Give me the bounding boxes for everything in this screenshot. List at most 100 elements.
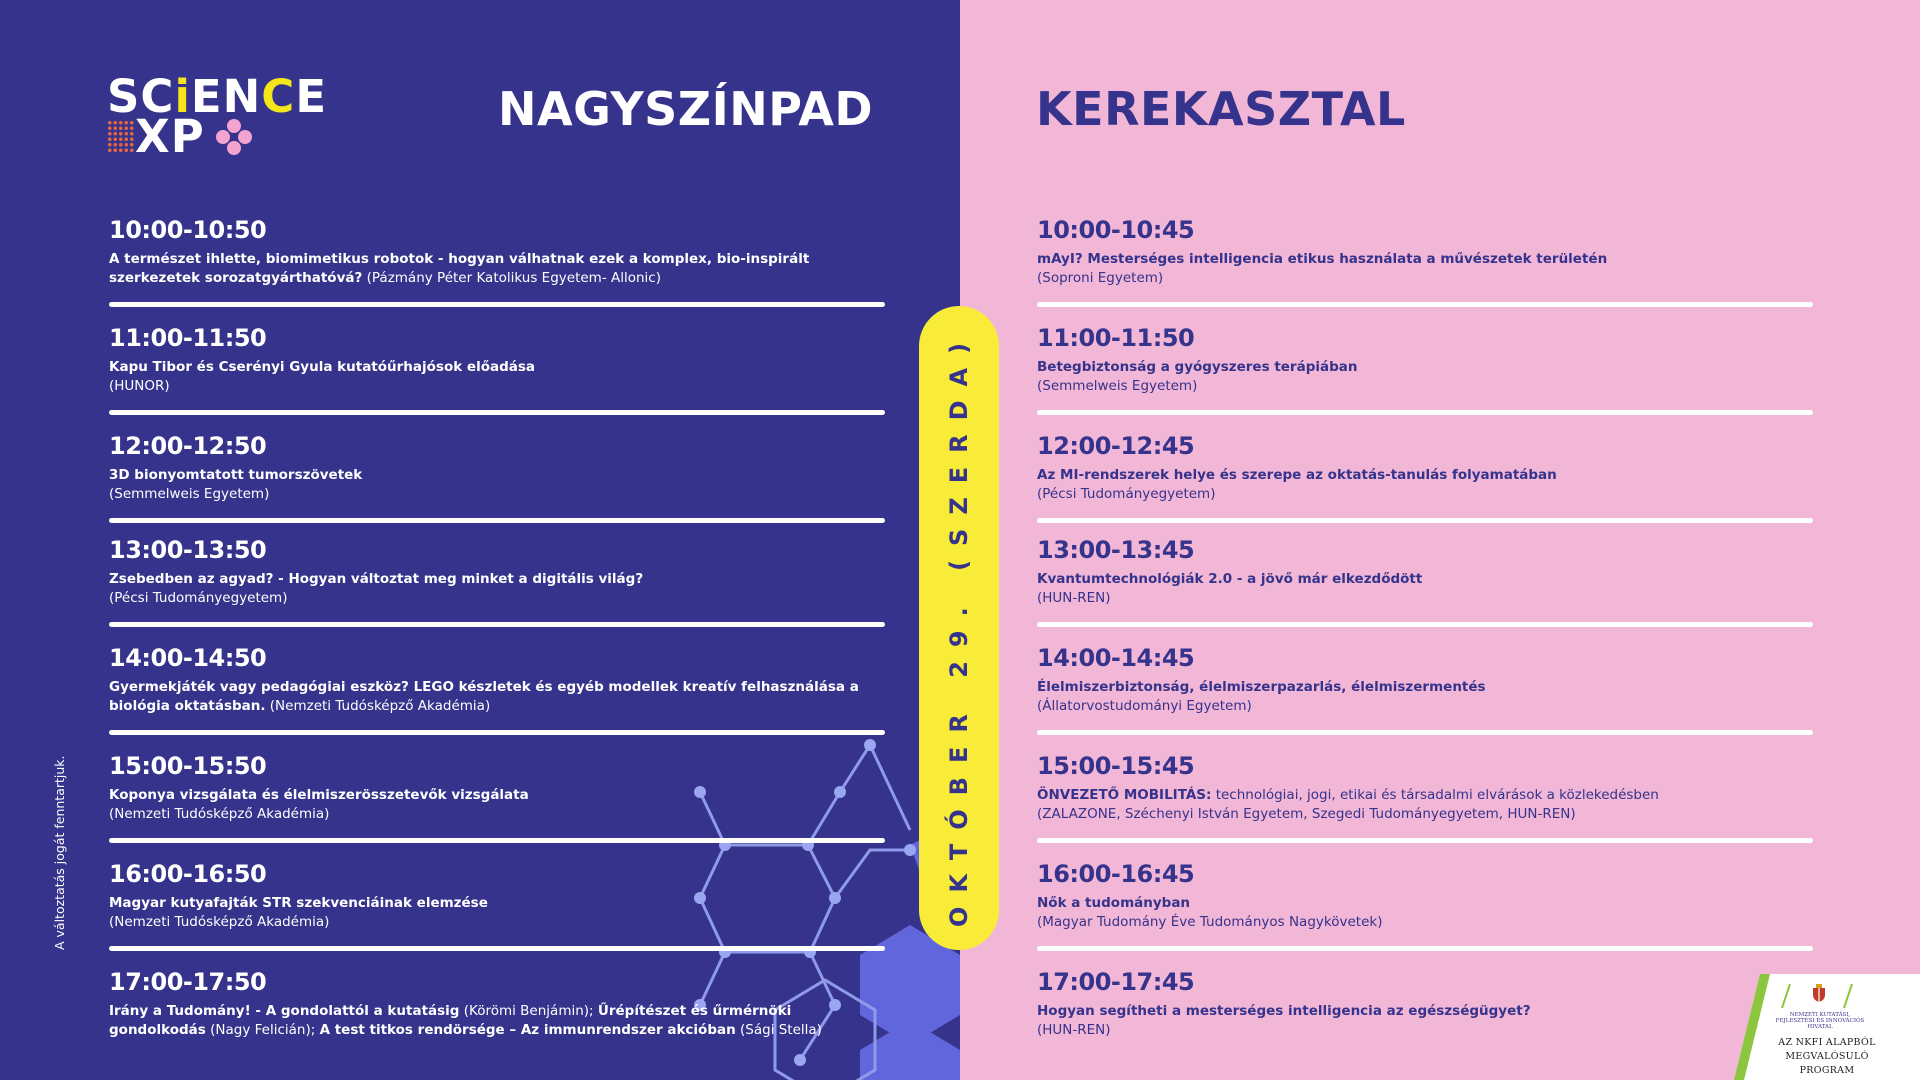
stage-title-kerekasztal: KEREKASZTAL [1036, 82, 1406, 136]
slot-description: Koponya vizsgálata és élelmiszerösszetev… [109, 786, 889, 824]
talk-title: A test titkos rendörsége – Az immunrends… [319, 1022, 736, 1038]
logo-line-1: SCiENCE [107, 70, 328, 123]
slot-time: 12:00-12:45 [1037, 432, 1195, 460]
talk-title-rest: technológiai, jogi, etikai és társadalmi… [1211, 787, 1659, 803]
schedule-slot: 10:00-10:45 mAyI? Mesterséges intelligenc… [1037, 218, 1817, 288]
right-panel: KEREKASZTAL 10:00-10:45 mAyI? Mesterséges… [960, 0, 1920, 1080]
slot-organization: (Pázmány Péter Katolikus Egyetem- Alloni… [362, 270, 661, 286]
event-date: OKTÓBER 29. (SZERDA) [945, 328, 973, 928]
slot-divider [109, 946, 885, 951]
slot-organization: (HUN-REN) [1037, 1022, 1111, 1038]
disclaimer-text: A változtatás jogát fenntartjuk. [52, 755, 67, 950]
talk-title: Magyar kutyafajták STR szekvenciáinak el… [109, 895, 488, 911]
slot-time: 16:00-16:45 [1037, 860, 1195, 888]
talk-title: Irány a Tudomány! - A gondolattól a kuta… [109, 1003, 460, 1019]
slot-description: Kvantumtechnológiák 2.0 - a jövő már elk… [1037, 570, 1817, 608]
slot-organization: (Nemzeti Tudósképző Akadémia) [265, 698, 491, 714]
schedule-slot: 17:00-17:45 Hogyan segítheti a mestersége… [1037, 970, 1817, 1040]
slot-description: ÖNVEZETŐ MOBILITÁS: technológiai, jogi, … [1037, 786, 1817, 824]
schedule-slot: 16:00-16:50 Magyar kutyafajták STR szekve… [109, 862, 889, 932]
slot-organization: (Semmelweis Egyetem) [109, 486, 270, 502]
slot-time: 15:00-15:50 [109, 752, 267, 780]
coat-of-arms-icon [1813, 984, 1825, 1002]
science-expo-logo: SCiENCE XP [107, 70, 337, 163]
slot-organization: (Soproni Egyetem) [1037, 270, 1164, 286]
slot-time: 12:00-12:50 [109, 432, 267, 460]
slot-organization: (HUN-REN) [1037, 590, 1111, 606]
slot-time: 13:00-13:50 [109, 536, 267, 564]
slot-divider [1037, 410, 1813, 415]
slot-organization: (Nemzeti Tudósképző Akadémia) [109, 914, 330, 930]
slot-divider [1037, 622, 1813, 627]
talk-title: 3D bionyomtatott tumorszövetek [109, 467, 363, 483]
talk-title: Nők a tudományban [1037, 895, 1191, 911]
slot-divider [109, 838, 885, 843]
date-pill: OKTÓBER 29. (SZERDA) [919, 306, 999, 950]
talk-title: Kapu Tibor és Cserényi Gyula kutatóűrhaj… [109, 359, 535, 375]
talk-title: A természet ihlette, biomimetikus roboto… [109, 251, 810, 286]
schedule-slot: 11:00-11:50 Kapu Tibor és Cserényi Gyula … [109, 326, 889, 396]
left-panel: SCiENCE XP NAGYSZÍNPAD A változtatás jog… [52, 70, 960, 1080]
slot-time: 11:00-11:50 [109, 324, 267, 352]
slot-description: Élelmiszerbiztonság, élelmiszerpazarlás,… [1037, 678, 1817, 716]
slot-description: Kapu Tibor és Cserényi Gyula kutatóűrhaj… [109, 358, 889, 396]
slot-description: A természet ihlette, biomimetikus roboto… [109, 250, 889, 288]
slot-divider [1037, 302, 1813, 307]
talk-title: Hogyan segítheti a mesterséges intellige… [1037, 1003, 1531, 1019]
slot-time: 13:00-13:45 [1037, 536, 1195, 564]
schedule-slot: 15:00-15:50 Koponya vizsgálata és élelmis… [109, 754, 889, 824]
slot-description: Hogyan segítheti a mesterséges intellige… [1037, 1002, 1817, 1040]
slot-description: Zsebedben az agyad? - Hogyan változtat m… [109, 570, 889, 608]
logo-dots-icon [107, 120, 135, 154]
slot-time: 15:00-15:45 [1037, 752, 1195, 780]
schedule-slot: 15:00-15:45 ÖNVEZETŐ MOBILITÁS: technológ… [1037, 754, 1817, 824]
slot-organization: (HUNOR) [109, 378, 170, 394]
talk-title: Kvantumtechnológiák 2.0 - a jövő már elk… [1037, 571, 1423, 587]
slot-organization: (ZALAZONE, Széchenyi István Egyetem, Sze… [1037, 806, 1576, 822]
badge-background [1734, 974, 1920, 1080]
slot-divider [109, 730, 885, 735]
talk-title: mAyI? Mesterséges intelligencia etikus h… [1037, 251, 1608, 267]
schedule-slot: 16:00-16:45 Nők a tudományban (Magyar Tudo… [1037, 862, 1817, 932]
slot-time: 17:00-17:45 [1037, 968, 1195, 996]
talk-title: Gyermekjáték vagy pedagógiai eszköz? LEG… [109, 679, 859, 714]
slot-time: 10:00-10:50 [109, 216, 267, 244]
slot-divider [1037, 730, 1813, 735]
slot-organization: (Pécsi Tudományegyetem) [109, 590, 288, 606]
schedule-slot: 12:00-12:45 Az MI-rendszerek helye és sze… [1037, 434, 1817, 504]
slot-organization: (Állatorvostudományi Egyetem) [1037, 698, 1252, 714]
slot-description: 3D bionyomtatott tumorszövetek (Semmelwei… [109, 466, 889, 504]
schedule-slot: 14:00-14:50 Gyermekjáték vagy pedagógiai … [109, 646, 889, 716]
schedule-slot: 13:00-13:50 Zsebedben az agyad? - Hogyan … [109, 538, 889, 608]
schedule-slot: 11:00-11:50 Betegbiztonság a gyógyszeres … [1037, 326, 1817, 396]
badge-program-text: AZ NKFI ALAPBÓL MEGVALÓSULÓ PROGRAM [1778, 1037, 1876, 1076]
slot-organization: (Semmelweis Egyetem) [1037, 378, 1198, 394]
slot-time: 17:00-17:50 [109, 968, 267, 996]
schedule-slot: 12:00-12:50 3D bionyomtatott tumorszövete… [109, 434, 889, 504]
slot-organization: (Magyar Tudomány Éve Tudományos Nagyköve… [1037, 914, 1383, 930]
talk-title: Űrépítészet és űrmérnöki gondolkodás [109, 1003, 792, 1038]
slot-divider [109, 410, 885, 415]
schedule-slot: 10:00-10:50 A természet ihlette, biomimet… [109, 218, 889, 288]
slot-time: 10:00-10:45 [1037, 216, 1195, 244]
slot-time: 11:00-11:50 [1037, 324, 1195, 352]
badge-agency-name: NEMZETI KUTATÁSI, FEJLESZTÉSI ÉS INNOVÁC… [1775, 1012, 1865, 1030]
slot-time: 14:00-14:45 [1037, 644, 1195, 672]
slot-time: 16:00-16:50 [109, 860, 267, 888]
stage-title-nagyszinpad: NAGYSZÍNPAD [498, 82, 874, 136]
talk-title: Élelmiszerbiztonság, élelmiszerpazarlás,… [1037, 679, 1486, 695]
slot-divider [109, 622, 885, 627]
schedule-slot: 13:00-13:45 Kvantumtechnológiák 2.0 - a j… [1037, 538, 1817, 608]
slot-description: Magyar kutyafajták STR szekvenciáinak el… [109, 894, 889, 932]
slot-time: 14:00-14:50 [109, 644, 267, 672]
slot-description: Gyermekjáték vagy pedagógiai eszköz? LEG… [109, 678, 889, 716]
slot-divider [109, 518, 885, 523]
slot-description: Az MI-rendszerek helye és szerepe az okt… [1037, 466, 1817, 504]
talk-title: Koponya vizsgálata és élelmiszerösszetev… [109, 787, 529, 803]
funding-badge [1734, 974, 1920, 1080]
slot-divider [109, 302, 885, 307]
logo-flower-icon [216, 119, 252, 155]
logo-line-2: XP [135, 110, 205, 163]
slot-organization: (Pécsi Tudományegyetem) [1037, 486, 1216, 502]
slot-description: Nők a tudományban (Magyar Tudomány Éve Tu… [1037, 894, 1817, 932]
